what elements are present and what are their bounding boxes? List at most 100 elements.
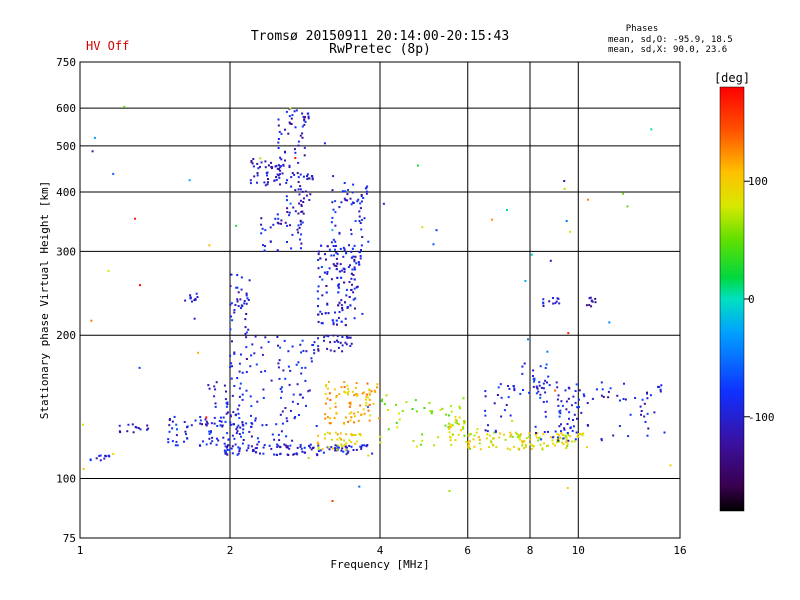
- data-point: [337, 340, 340, 343]
- data-point: [363, 444, 366, 447]
- data-point: [293, 148, 296, 151]
- data-point: [541, 447, 544, 450]
- data-point: [363, 412, 366, 415]
- data-point: [256, 162, 259, 165]
- data-point: [478, 442, 481, 445]
- data-point: [387, 408, 389, 411]
- data-point: [350, 203, 353, 206]
- data-point: [354, 297, 357, 300]
- data-point: [240, 353, 242, 356]
- data-point: [344, 301, 346, 304]
- data-point: [450, 423, 453, 426]
- data-point: [317, 285, 320, 288]
- data-point: [458, 423, 460, 426]
- data-point: [276, 443, 279, 446]
- data-point: [334, 211, 337, 214]
- data-point: [334, 444, 337, 447]
- data-point: [591, 397, 594, 400]
- data-point: [368, 392, 371, 395]
- data-point: [174, 444, 177, 447]
- data-point: [260, 217, 263, 220]
- data-point: [285, 181, 288, 184]
- data-point: [341, 447, 344, 450]
- data-point: [345, 294, 348, 297]
- data-point: [366, 382, 369, 385]
- data-point: [331, 201, 334, 204]
- data-point: [343, 439, 346, 442]
- data-point: [367, 454, 370, 457]
- data-point: [624, 398, 627, 401]
- data-point: [277, 124, 280, 127]
- data-point: [461, 425, 464, 428]
- data-point: [594, 301, 597, 304]
- data-point: [307, 456, 310, 459]
- data-point: [358, 220, 361, 222]
- data-point: [231, 365, 233, 368]
- y-tick-label: 500: [56, 140, 76, 153]
- data-point: [475, 431, 478, 434]
- colorbar-tick-label: 0: [748, 293, 755, 306]
- data-point: [317, 348, 320, 351]
- data-point: [559, 436, 562, 439]
- data-point: [558, 410, 561, 413]
- data-point: [330, 221, 333, 224]
- data-point: [357, 261, 360, 264]
- data-point: [277, 344, 279, 347]
- data-point: [300, 205, 303, 207]
- data-point: [345, 446, 348, 449]
- data-point: [334, 311, 336, 314]
- data-point: [602, 395, 605, 398]
- data-point: [663, 431, 666, 434]
- data-point: [173, 415, 176, 418]
- data-point: [236, 377, 239, 379]
- data-point: [313, 341, 316, 344]
- data-point: [578, 398, 580, 401]
- data-point: [363, 217, 366, 220]
- data-point: [500, 415, 503, 418]
- data-point: [228, 448, 231, 451]
- data-point: [231, 452, 234, 455]
- data-point: [354, 307, 356, 310]
- data-point: [334, 447, 337, 450]
- data-point: [643, 415, 646, 418]
- colorbar-ticks: 100 0 -100: [744, 175, 775, 424]
- data-point: [552, 297, 554, 299]
- data-point: [297, 140, 300, 143]
- data-point: [448, 428, 451, 431]
- data-point: [301, 132, 304, 135]
- data-point: [565, 440, 568, 443]
- data-point: [337, 346, 340, 349]
- x-axis-ticks: 1 2 4 6 8 10 16: [77, 544, 687, 557]
- data-point: [246, 297, 249, 300]
- data-point: [513, 389, 516, 392]
- data-point: [293, 453, 296, 456]
- data-point: [276, 336, 279, 338]
- colorbar-tick-label: -100: [748, 411, 775, 424]
- data-point: [304, 451, 306, 454]
- data-point: [204, 418, 207, 421]
- data-point: [353, 421, 355, 424]
- data-point: [279, 452, 282, 455]
- data-point: [257, 440, 260, 443]
- data-point: [209, 431, 212, 434]
- data-point: [344, 317, 347, 320]
- data-point: [183, 440, 185, 443]
- data-point: [382, 202, 385, 205]
- data-point: [458, 416, 461, 419]
- data-point: [273, 438, 276, 441]
- data-point: [288, 383, 291, 386]
- data-point: [188, 179, 191, 182]
- data-point: [522, 389, 524, 391]
- data-point: [565, 400, 568, 403]
- data-point: [317, 345, 320, 348]
- data-point: [326, 416, 329, 419]
- data-point: [500, 396, 503, 399]
- data-point: [572, 395, 575, 398]
- data-point: [269, 226, 272, 229]
- data-point: [344, 324, 347, 327]
- data-point: [421, 226, 424, 229]
- data-point: [325, 258, 327, 261]
- data-point: [225, 412, 228, 415]
- data-point: [263, 181, 266, 184]
